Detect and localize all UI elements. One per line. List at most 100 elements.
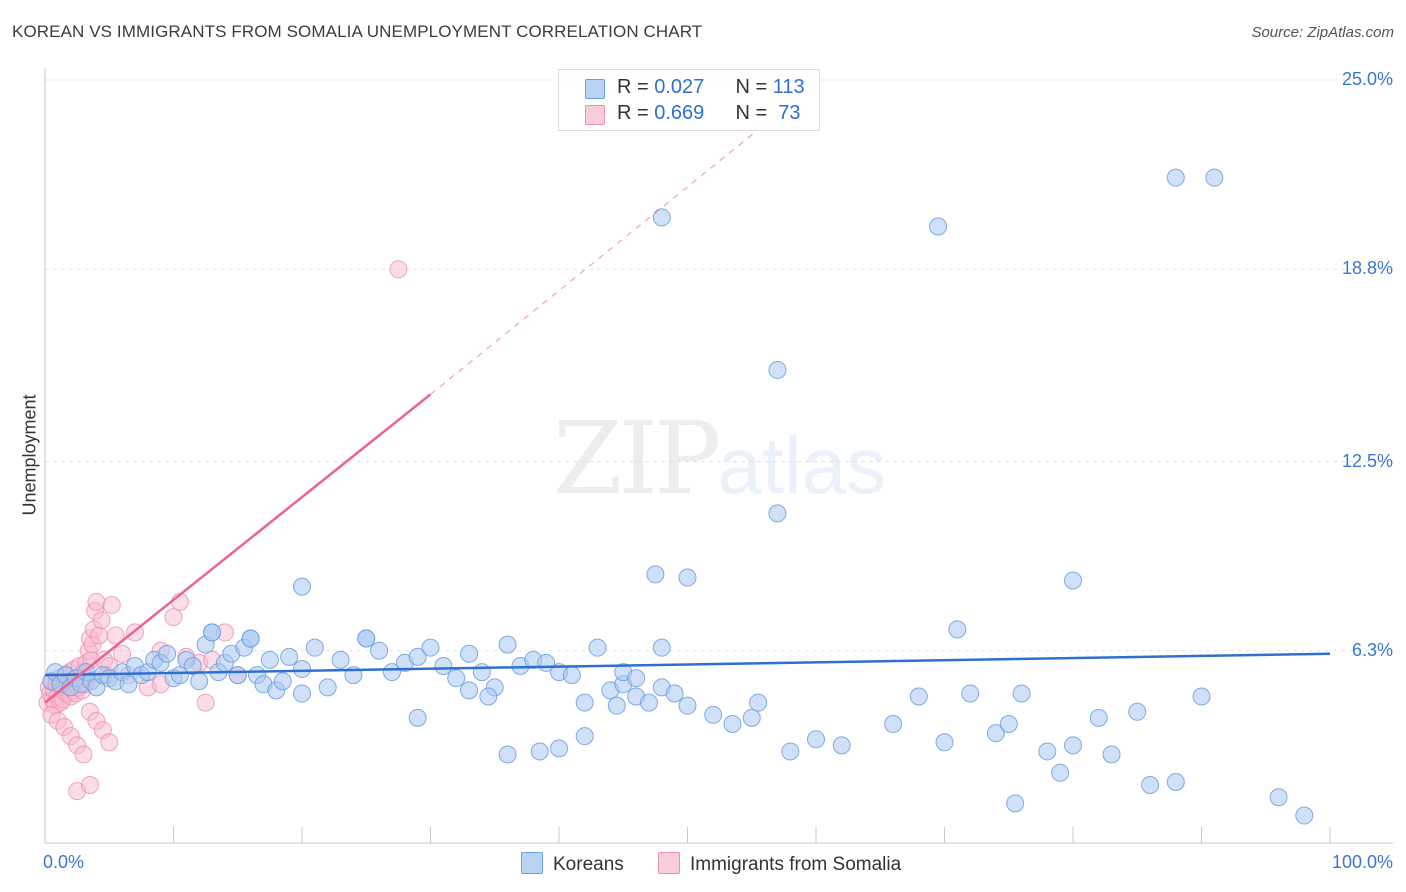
legend-n-label: N = [735, 76, 773, 98]
korean-point [408, 647, 427, 666]
korean-point [652, 638, 671, 657]
somalia-point [100, 733, 119, 752]
korean-point [293, 577, 311, 596]
legend-r-label: R = [617, 102, 655, 124]
korean-point [203, 623, 222, 642]
korean-point [781, 742, 800, 761]
korean-point [1205, 168, 1224, 187]
korean-point [704, 705, 723, 724]
korean-point [530, 742, 549, 761]
korean-point [961, 684, 980, 703]
korean-point [370, 641, 389, 660]
x-tick-min: 0.0% [43, 852, 85, 872]
legend-n-label: N = [735, 102, 773, 124]
legend-swatch-koreans [585, 79, 605, 99]
somalia-swatch [658, 852, 680, 874]
korean-point [1006, 794, 1025, 813]
y-tick-label: 12.5% [1341, 450, 1393, 471]
korean-point [434, 656, 453, 675]
korean-point [562, 666, 581, 685]
korean-point [460, 644, 479, 663]
korean-point [280, 647, 299, 666]
korean-point [909, 687, 928, 706]
korean-point [575, 693, 594, 712]
korean-point [1064, 571, 1082, 590]
somalia-point [389, 260, 408, 279]
korean-point [1192, 687, 1211, 706]
korean-point [627, 669, 646, 688]
korean-point [183, 656, 202, 675]
korean-point [948, 620, 967, 639]
chart-title: KOREAN VS IMMIGRANTS FROM SOMALIA UNEMPL… [12, 22, 703, 41]
korean-point [1128, 702, 1147, 721]
y-axis-label: Unemployment [19, 394, 40, 516]
korean-point [646, 565, 665, 584]
somalia-point [102, 595, 121, 614]
korean-point [884, 714, 903, 733]
korean-point [170, 666, 189, 685]
korean-point [460, 681, 479, 700]
korean-point [241, 629, 260, 648]
y-tick-label: 18.8% [1341, 258, 1393, 279]
korean-point [1166, 772, 1185, 791]
korean-point [607, 696, 626, 715]
gridlines [45, 79, 1393, 652]
legend-n-value-koreans: 113 [772, 76, 805, 98]
correlation-legend: R = 0.027 N = 113 R = 0.669 N = 73 [558, 69, 820, 131]
korean-point [158, 644, 177, 663]
korean-point [588, 638, 607, 657]
koreans-label: Koreans [553, 854, 624, 875]
axes [44, 68, 1393, 844]
korean-point [652, 208, 671, 227]
legend-r-value-somalia: 0.669 [654, 102, 705, 124]
korean-point [1064, 736, 1082, 755]
somalia-point [196, 693, 215, 712]
y-tick-label: 25.0% [1341, 69, 1393, 89]
korean-point [1102, 745, 1121, 764]
korean-point [1089, 708, 1108, 727]
korean-point [832, 736, 851, 755]
trend-lines [44, 82, 1331, 704]
korean-point [575, 727, 594, 746]
korean-point [678, 696, 697, 715]
korean-point [357, 629, 376, 648]
korean-point [190, 672, 209, 691]
somalia-label: Immigrants from Somalia [690, 854, 902, 875]
somalia-point [113, 644, 132, 663]
korean-point [1012, 684, 1031, 703]
y-tick-label: 6.3% [1351, 639, 1393, 660]
legend-r-label: R = [617, 76, 655, 98]
korean-point [447, 669, 466, 688]
koreans-swatch [521, 852, 543, 874]
koreans-trend-line [44, 652, 1331, 677]
korean-point [273, 672, 292, 691]
legend-r-value-koreans: 0.027 [654, 76, 705, 98]
somalia-trend-extension [430, 82, 817, 395]
korean-point [382, 663, 401, 682]
korean-point [935, 733, 954, 752]
source-label: Source: ZipAtlas.com [1251, 24, 1394, 41]
somalia-points [38, 260, 408, 801]
korean-point [665, 684, 684, 703]
korean-point [1051, 763, 1070, 782]
somalia-point [80, 776, 99, 795]
bottom-legend-koreans[interactable]: Koreans [521, 852, 624, 876]
somalia-trend-line [44, 393, 432, 704]
korean-point [807, 730, 825, 749]
korean-point [1269, 788, 1288, 807]
korean-point [749, 693, 768, 712]
korean-point [929, 217, 948, 236]
korean-point [678, 568, 697, 587]
korean-point [228, 666, 247, 685]
legend-swatch-somalia [585, 105, 605, 125]
korean-point [768, 360, 787, 379]
somalia-point [164, 608, 183, 627]
korean-point [1141, 776, 1160, 795]
somalia-point [89, 626, 108, 645]
legend-n-value-somalia: 73 [772, 102, 801, 124]
somalia-point [74, 745, 93, 764]
korean-point [986, 724, 1005, 743]
bottom-legend-somalia[interactable]: Immigrants from Somalia [658, 852, 901, 876]
korean-point [421, 638, 440, 657]
